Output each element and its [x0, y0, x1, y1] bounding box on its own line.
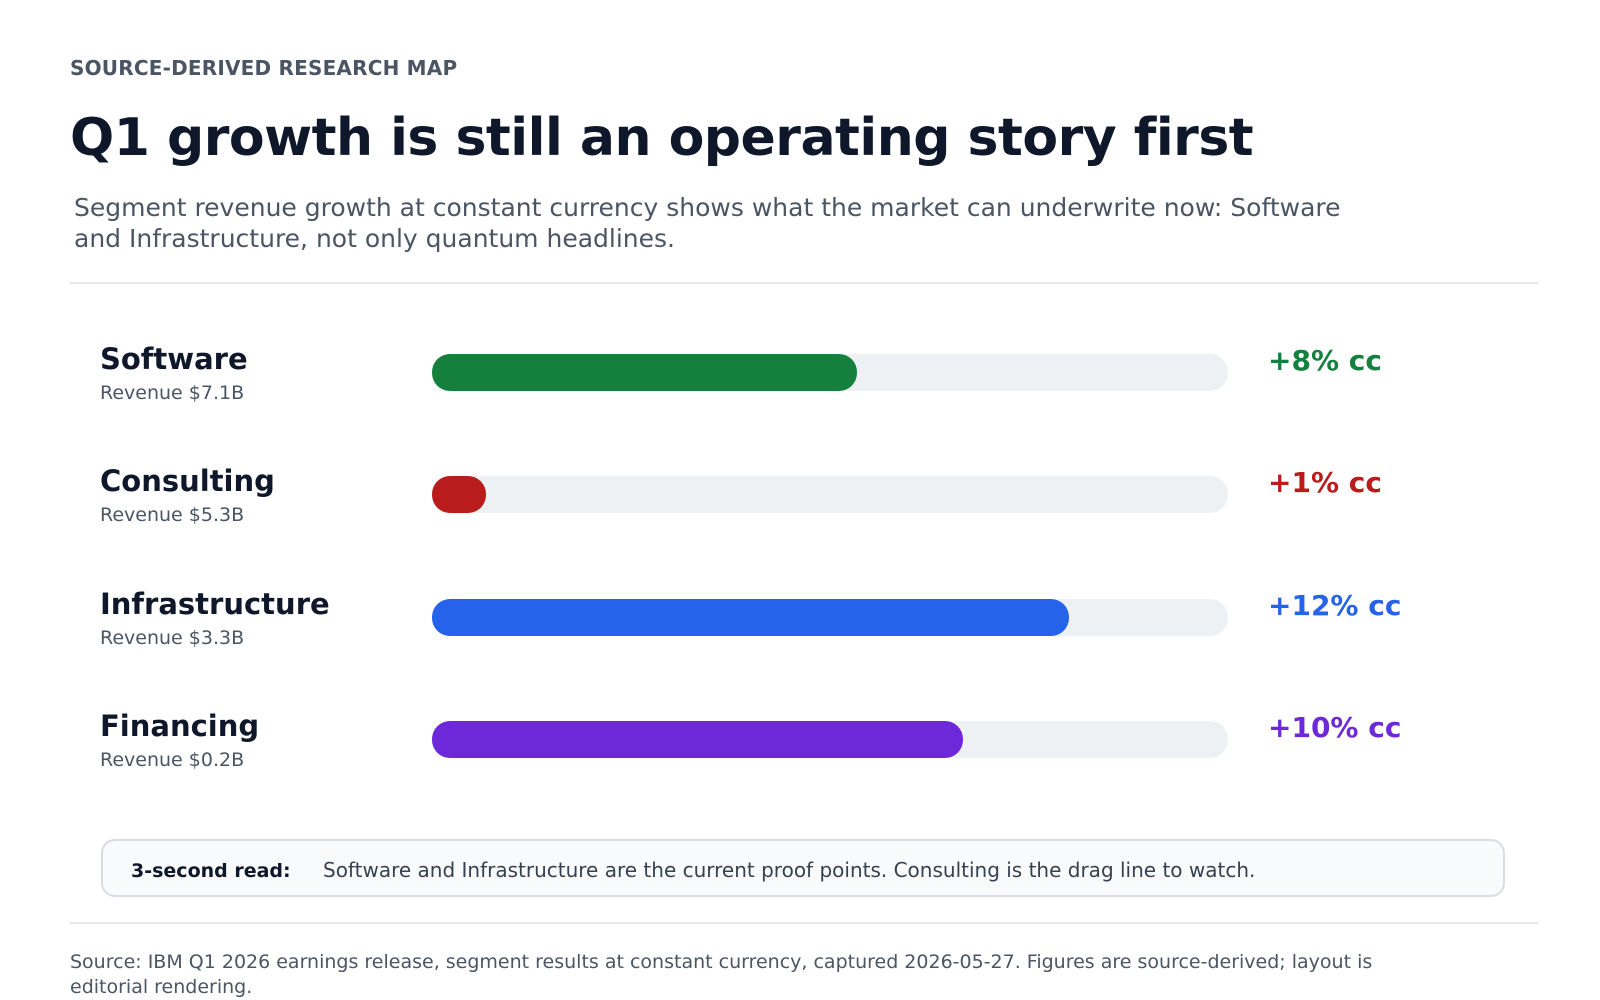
- segment-row-financing: Financing Revenue $0.2B +10% cc: [0, 709, 1600, 789]
- takeaway-box: 3-second read: Software and Infrastructu…: [101, 839, 1505, 897]
- eyebrow-label: SOURCE-DERIVED RESEARCH MAP: [70, 56, 458, 80]
- segment-name: Consulting: [100, 464, 275, 498]
- bar-track: [432, 721, 1228, 758]
- takeaway-label: 3-second read:: [131, 860, 291, 882]
- segment-row-infrastructure: Infrastructure Revenue $3.3B +12% cc: [0, 587, 1600, 667]
- segment-revenue: Revenue $7.1B: [100, 382, 245, 404]
- source-note: Source: IBM Q1 2026 earnings release, se…: [70, 951, 1373, 998]
- growth-label: +8% cc: [1268, 344, 1382, 377]
- bottom-divider: [70, 922, 1538, 924]
- segment-row-consulting: Consulting Revenue $5.3B +1% cc: [0, 464, 1600, 544]
- segment-revenue: Revenue $0.2B: [100, 749, 245, 771]
- bar-track: [432, 354, 1228, 391]
- segment-revenue: Revenue $5.3B: [100, 504, 245, 526]
- bar-track: [432, 476, 1228, 513]
- top-divider: [70, 282, 1538, 284]
- takeaway-text: Software and Infrastructure are the curr…: [323, 858, 1256, 882]
- growth-label: +1% cc: [1268, 466, 1382, 499]
- growth-label: +10% cc: [1268, 711, 1402, 744]
- bar-financing: [432, 721, 963, 758]
- segment-row-software: Software Revenue $7.1B +8% cc: [0, 342, 1600, 422]
- bar-track: [432, 599, 1228, 636]
- segment-name: Financing: [100, 709, 260, 743]
- bar-software: [432, 354, 857, 391]
- page-title: Q1 growth is still an operating story fi…: [70, 108, 1254, 168]
- bar-consulting: [432, 476, 486, 513]
- segment-name: Infrastructure: [100, 587, 330, 621]
- segment-name: Software: [100, 342, 248, 376]
- growth-label: +12% cc: [1268, 589, 1402, 622]
- page-subtitle: Segment revenue growth at constant curre…: [74, 193, 1341, 253]
- bar-infrastructure: [432, 599, 1069, 636]
- segment-revenue: Revenue $3.3B: [100, 627, 245, 649]
